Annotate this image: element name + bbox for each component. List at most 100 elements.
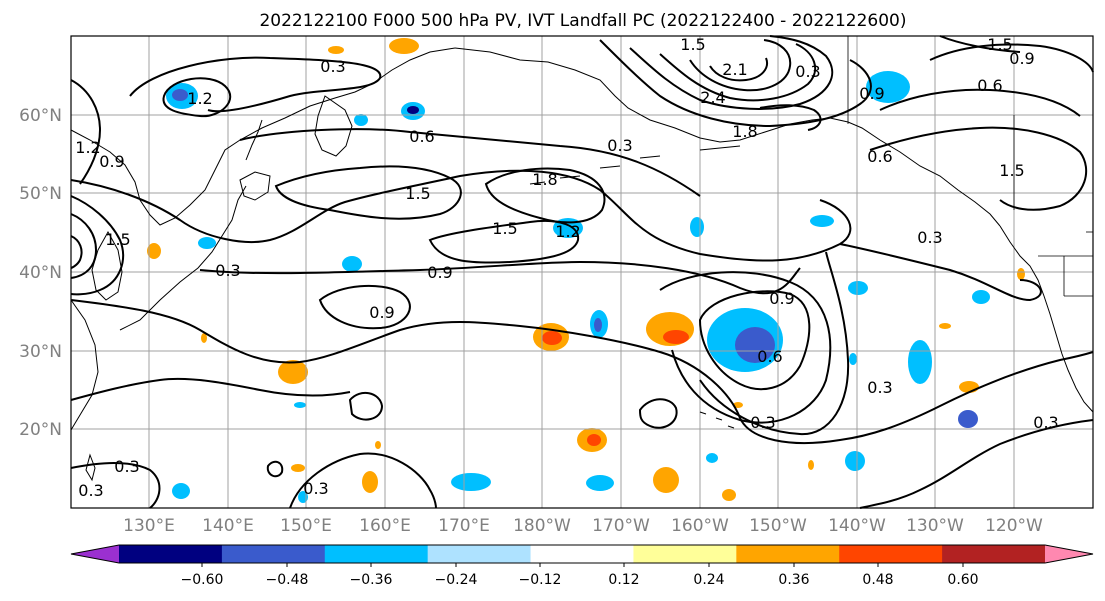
colorbar-segment <box>736 545 840 563</box>
colorbar-segment <box>942 545 1046 563</box>
contour-line <box>839 243 1042 302</box>
coastline-canada <box>999 225 1094 413</box>
contour-line <box>689 39 792 92</box>
contour-label: 0.6 <box>977 76 1002 95</box>
lat-label: 30°N <box>19 342 62 362</box>
colorbar-segment <box>633 545 737 563</box>
lon-label: 170°W <box>592 516 650 536</box>
lon-label: 160°W <box>671 516 729 536</box>
lon-label: 130°E <box>123 516 175 536</box>
colorbar-segment <box>839 545 943 563</box>
lat-label: 40°N <box>19 263 62 283</box>
contour-line <box>859 419 1094 509</box>
colorbar-extend-left <box>71 545 119 563</box>
shading-blob-negative <box>166 83 198 109</box>
contour-label: 1.5 <box>492 219 517 238</box>
shading-blob-negative <box>690 217 704 237</box>
coastline-aleutians <box>529 145 741 185</box>
lat-labels: 60°N 50°N 40°N 30°N 20°N <box>19 106 62 440</box>
contour-label: 0.3 <box>320 57 345 76</box>
shading-blob-positive <box>577 428 607 452</box>
contour-line <box>239 128 701 197</box>
colorbar-segment <box>530 545 634 563</box>
shading-blob-negative <box>848 281 868 295</box>
contour-label: 1.2 <box>187 89 212 108</box>
shading-blob-negative <box>849 353 857 365</box>
contour-line <box>698 290 811 391</box>
lat-label: 20°N <box>19 420 62 440</box>
contour-label: 1.2 <box>555 222 580 241</box>
shading-blob-positive <box>808 460 814 470</box>
shading-blob-positive <box>201 333 207 343</box>
contour-label: 0.3 <box>1033 413 1058 432</box>
colorbar-tick-label: 0.48 <box>862 572 893 588</box>
contour-line <box>659 271 832 424</box>
lon-label: 130°W <box>906 516 964 536</box>
colorbar: −0.60 −0.48 −0.36 −0.24 −0.12 0.12 0.24 … <box>70 544 1094 588</box>
contour-label: 0.3 <box>867 378 892 397</box>
coastline-sakhalin <box>245 119 263 161</box>
shading-blob-negative <box>586 475 614 491</box>
contour-label: 0.9 <box>769 289 794 308</box>
contour-line <box>709 57 768 82</box>
contour-line <box>70 79 102 185</box>
contour-line <box>869 126 1088 211</box>
shading-blob-negative <box>294 402 306 408</box>
shading-blob-positive <box>375 441 381 449</box>
shading-blob-positive <box>722 489 736 501</box>
colorbar-tick-label: −0.12 <box>519 572 562 588</box>
shading-blob-negative <box>866 71 910 103</box>
shading-blob-negative <box>401 102 425 120</box>
colorbar-tick-label: 0.24 <box>693 572 724 588</box>
shading-blob-negative <box>451 473 491 491</box>
shading-blob-negative <box>342 256 362 272</box>
shading-blob-positive <box>362 471 378 493</box>
lon-label: 140°E <box>202 516 254 536</box>
contour-label: 1.5 <box>105 230 130 249</box>
contour-line <box>274 165 462 220</box>
shading-blob-negative <box>908 340 932 384</box>
coastline-alaska <box>454 47 1001 227</box>
borders <box>847 36 1093 297</box>
gridlines <box>71 36 1093 508</box>
contour-label: 1.8 <box>532 170 557 189</box>
pv-shading <box>147 38 1025 503</box>
contour-label: 0.9 <box>859 84 884 103</box>
lon-label: 150°E <box>280 516 332 536</box>
contour-label: 1.5 <box>405 184 430 203</box>
colorbar-tick-label: −0.48 <box>266 572 309 588</box>
colorbar-tick-label: 0.36 <box>778 572 809 588</box>
contour-label: 0.6 <box>867 147 892 166</box>
shading-blob-positive <box>147 243 161 259</box>
shading-blob-positive <box>278 360 308 384</box>
lon-label: 170°E <box>438 516 490 536</box>
map-plot-area: 0.3 1.2 0.6 0.3 1.5 2.1 2.4 1.8 0.3 0.9 … <box>70 35 1094 509</box>
shading-blob-negative <box>706 453 718 463</box>
contour-line <box>879 88 1081 117</box>
colorbar-segments <box>70 544 1094 564</box>
contour-line <box>599 39 872 128</box>
map-title: 2022122100 F000 500 hPa PV, IVT Landfall… <box>259 11 906 31</box>
shading-blob-negative <box>810 215 834 227</box>
colorbar-extend-right <box>1045 545 1093 563</box>
lon-label: 160°E <box>359 516 411 536</box>
lon-label: 140°W <box>828 516 886 536</box>
contour-line <box>70 299 1094 445</box>
colorbar-segment <box>221 545 326 563</box>
contour-line <box>929 43 1094 73</box>
shading-blob-positive <box>646 312 694 346</box>
contour-line <box>289 452 437 509</box>
contour-label: 0.9 <box>427 263 452 282</box>
colorbar-tick-label: −0.60 <box>181 572 224 588</box>
shading-blob-negative <box>707 308 783 372</box>
ivt-contours <box>70 35 1094 509</box>
shading-blob-positive <box>328 46 344 54</box>
lon-label: 120°W <box>985 516 1043 536</box>
colorbar-ticks <box>201 563 964 567</box>
contour-line <box>162 77 232 118</box>
contour-line <box>70 377 351 401</box>
lat-label: 50°N <box>19 184 62 204</box>
contour-label: 2.4 <box>700 88 725 107</box>
contour-label: 1.8 <box>732 122 757 141</box>
